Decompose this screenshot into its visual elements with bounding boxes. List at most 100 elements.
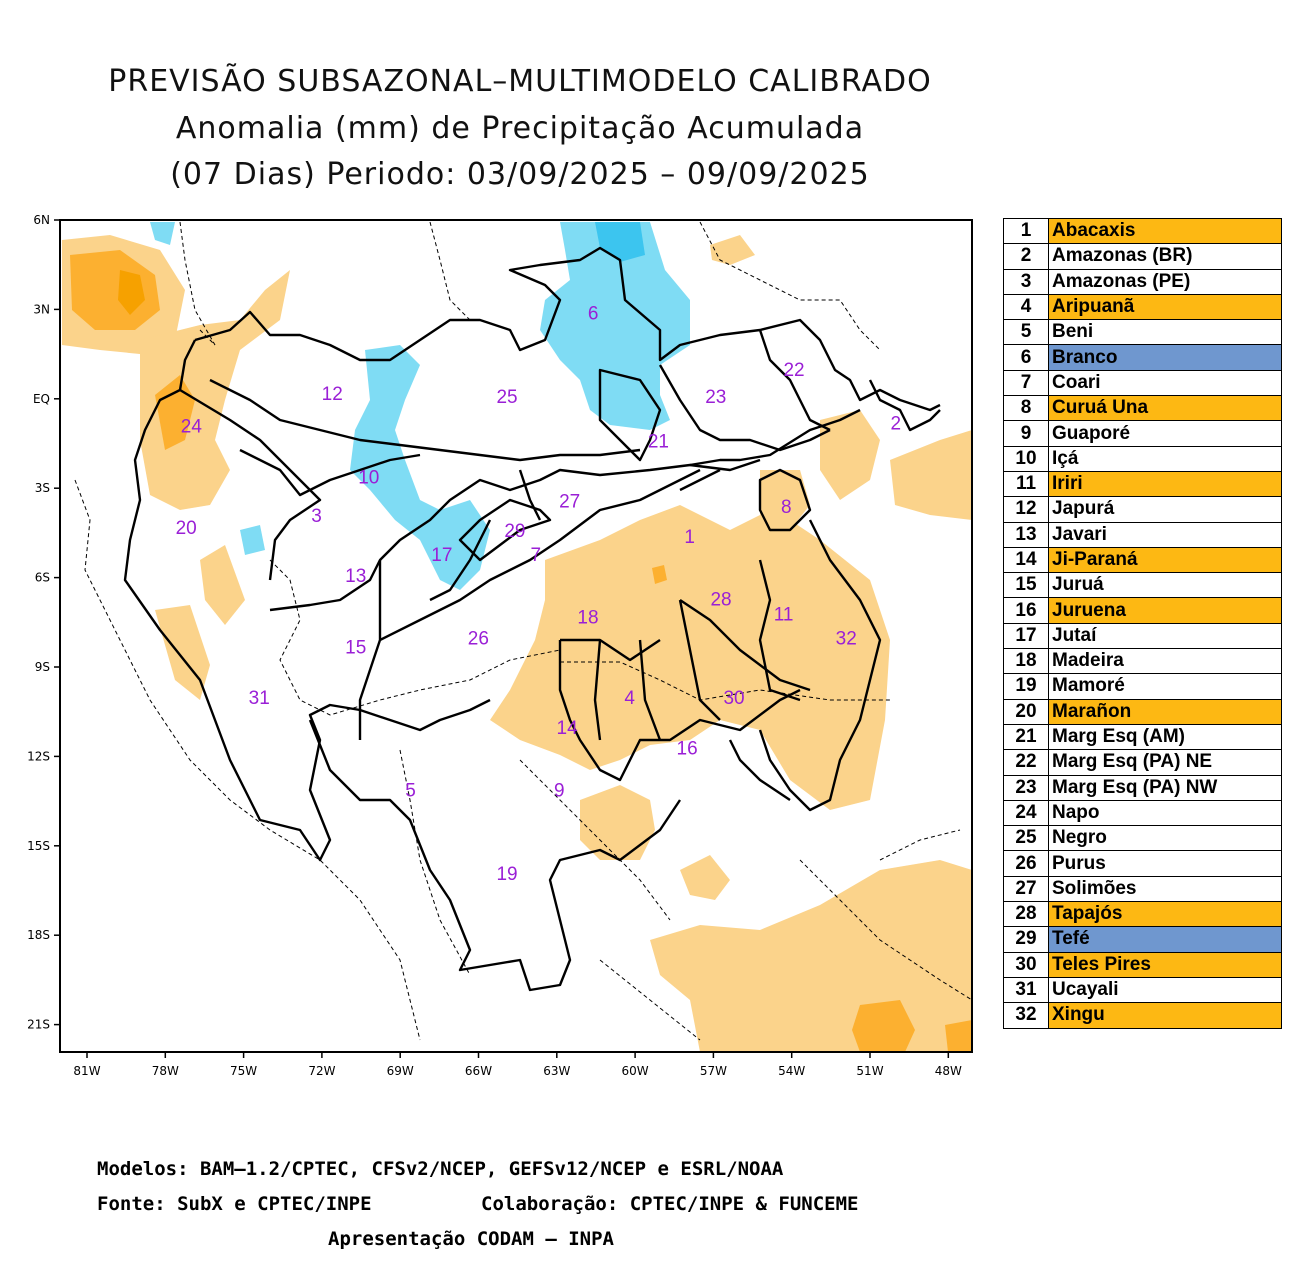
- basin-number-label: 18: [577, 608, 598, 629]
- basin-legend-number: 19: [1003, 673, 1049, 700]
- lon-tick-label: 78W: [152, 1064, 179, 1078]
- basin-legend-name: Javari: [1048, 521, 1282, 548]
- basin-legend-number: 31: [1003, 976, 1049, 1004]
- anomaly-map: 6N 3N EQ 3S 6S 9S 12S 15S 18S 21S 81W 78W 75W 72W 69W 6…: [27, 213, 973, 1078]
- lat-tick-label: 6S: [35, 571, 50, 585]
- basin-number-label: 20: [176, 518, 197, 539]
- lat-tick-label: EQ: [33, 392, 50, 406]
- basin-legend-name: Branco: [1048, 344, 1282, 371]
- basin-legend-row: 8 Curuá Una: [1003, 395, 1282, 422]
- basin-legend-name: Ucayali: [1048, 976, 1282, 1004]
- basin-legend-row: 24 Napo: [1003, 799, 1282, 827]
- basin-legend-row: 21 Marg Esq (AM): [1003, 723, 1282, 751]
- basin-legend-name: Içá: [1048, 445, 1282, 472]
- basin-number-label: 32: [836, 628, 857, 649]
- dry-anomaly-top: [710, 235, 755, 265]
- lat-tick-label: 12S: [27, 749, 50, 763]
- basin-legend-row: 32 Xingu: [1003, 1002, 1282, 1029]
- basin-legend-number: 1: [1003, 217, 1049, 245]
- basin-legend-row: 5 Beni: [1003, 319, 1282, 346]
- lon-tick-label: 51W: [856, 1064, 883, 1078]
- basin-legend-number: 16: [1003, 597, 1049, 624]
- basin-legend-number: 24: [1003, 799, 1049, 827]
- basin-legend-number: 18: [1003, 648, 1049, 675]
- basin-legend-number: 5: [1003, 319, 1049, 346]
- basin-legend-row: 9 Guaporé: [1003, 420, 1282, 447]
- basin-legend-name: Iriri: [1048, 470, 1282, 498]
- dry-anomaly-curua: [760, 470, 810, 530]
- basin-legend-name: Coari: [1048, 369, 1282, 397]
- basin-legend-name: Napo: [1048, 799, 1282, 827]
- dry-anomaly-far-east: [890, 430, 972, 520]
- dry-anomaly-central: [490, 505, 890, 810]
- basin-number-label: 7: [530, 545, 541, 566]
- basin-number-label: 29: [504, 521, 525, 542]
- basin-legend-row: 7 Coari: [1003, 369, 1282, 397]
- basin-legend-row: 14 Ji-Paraná: [1003, 546, 1282, 574]
- basin-legend-row: 26 Purus: [1003, 850, 1282, 877]
- basin-legend-name: Aripuanã: [1048, 293, 1282, 321]
- lat-tick-label: 6N: [33, 213, 50, 227]
- basin-legend-row: 31 Ucayali: [1003, 976, 1282, 1004]
- dry-anomaly-nw-peak: [118, 270, 145, 315]
- basin-legend-number: 3: [1003, 268, 1049, 295]
- dry-anomaly-se-corner: [945, 1020, 972, 1052]
- basin-number-label: 23: [705, 387, 726, 408]
- basin-legend-row: 28 Tapajós: [1003, 901, 1282, 928]
- dry-anomaly-guapore: [580, 785, 655, 860]
- basin-legend-name: Marg Esq (PA) NE: [1048, 749, 1282, 776]
- basin-legend-name: Ji-Paraná: [1048, 546, 1282, 574]
- basin-legend-row: 13 Javari: [1003, 521, 1282, 548]
- dry-anomaly-ucayali-2: [200, 545, 245, 625]
- basin-number-label: 12: [322, 384, 343, 405]
- basin-legend-name: Mamoré: [1048, 673, 1282, 700]
- wet-anomaly-branco: [540, 222, 690, 430]
- lon-tick-label: 72W: [308, 1064, 335, 1078]
- basin-legend-name: Jutaí: [1048, 622, 1282, 650]
- lat-tick-label: 15S: [27, 839, 50, 853]
- basin-legend-row: 4 Aripuanã: [1003, 293, 1282, 321]
- basin-number-label: 14: [557, 718, 579, 739]
- basin-legend-table: 1 Abacaxis 2 Amazonas (BR) 3 Amazonas (PE) 4 Ar…: [1003, 217, 1282, 1029]
- basin-legend-number: 26: [1003, 850, 1049, 877]
- basin-legend-row: 16 Juruena: [1003, 597, 1282, 624]
- anomaly-fields: [62, 222, 972, 1052]
- basin-number-label: 1: [684, 527, 695, 548]
- dry-anomaly-nw-core: [70, 250, 160, 330]
- basin-legend-name: Curuá Una: [1048, 395, 1282, 422]
- map-title-line-2: Anomalia (mm) de Precipitação Acumulada: [175, 111, 865, 146]
- basin-legend-number: 30: [1003, 951, 1049, 978]
- basin-number-label: 3: [311, 506, 322, 527]
- basin-legend-number: 8: [1003, 395, 1049, 422]
- basin-number-label: 13: [345, 566, 366, 587]
- basin-legend-row: 25 Negro: [1003, 825, 1282, 852]
- wet-anomaly-north-tip: [150, 222, 175, 245]
- basin-legend-number: 27: [1003, 875, 1049, 903]
- wet-anomaly-tefe: [240, 525, 265, 555]
- basin-legend-name: Juruá: [1048, 572, 1282, 599]
- lon-tick-label: 57W: [700, 1064, 727, 1078]
- lon-tick-label: 81W: [73, 1064, 100, 1078]
- basin-legend-name: Amazonas (BR): [1048, 243, 1282, 270]
- basin-legend-name: Guaporé: [1048, 420, 1282, 447]
- basin-legend-number: 32: [1003, 1002, 1049, 1029]
- basin-boundaries: [123, 246, 941, 992]
- basin-legend-name: Solimões: [1048, 875, 1282, 903]
- footer-presentation: Apresentação CODAM – INPA: [328, 1228, 614, 1250]
- map-frame: [59, 219, 973, 1053]
- basin-legend-number: 23: [1003, 774, 1049, 801]
- basin-number-label: 16: [677, 739, 698, 760]
- basin-legend-number: 9: [1003, 420, 1049, 447]
- dry-anomaly-central-peak: [652, 565, 667, 584]
- basin-legend-row: 23 Marg Esq (PA) NW: [1003, 774, 1282, 801]
- basin-number-label: 2: [891, 414, 902, 435]
- basin-legend-number: 7: [1003, 369, 1049, 397]
- basin-number-label: 31: [249, 688, 270, 709]
- lon-tick-label: 60W: [622, 1064, 649, 1078]
- basin-legend-row: 17 Jutaí: [1003, 622, 1282, 650]
- lat-tick-label: 3N: [33, 302, 50, 316]
- basin-legend-name: Marg Esq (AM): [1048, 723, 1282, 751]
- basin-legend-row: 12 Japurá: [1003, 496, 1282, 523]
- wet-anomaly-negro: [350, 345, 490, 590]
- basin-legend-row: 2 Amazonas (BR): [1003, 243, 1282, 270]
